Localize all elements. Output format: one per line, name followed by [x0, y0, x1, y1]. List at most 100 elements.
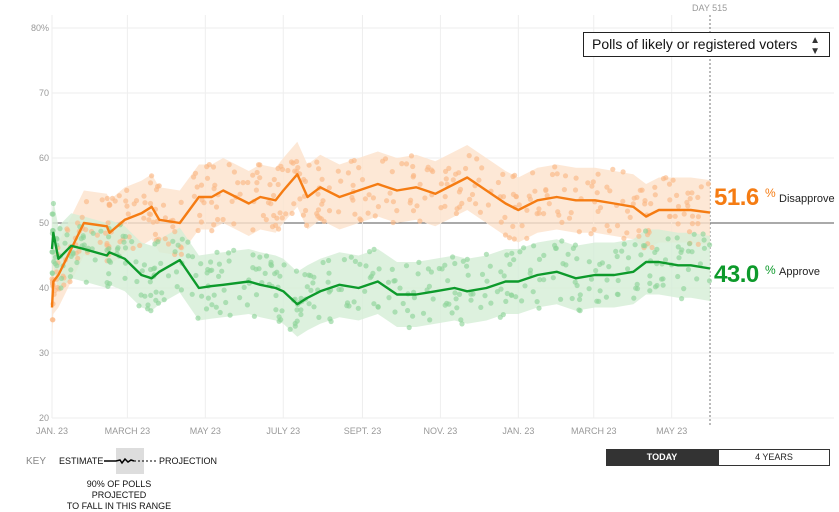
approve-poll-dot	[574, 282, 580, 289]
approve-poll-dot	[468, 297, 474, 303]
approve-poll-dot	[498, 286, 504, 292]
four-years-button[interactable]: 4 YEARS	[718, 449, 830, 466]
disapprove-poll-dot	[502, 232, 509, 238]
poll-type-select[interactable]: Polls of likely or registered voters ▲ ▼	[583, 32, 830, 57]
approve-poll-dot	[459, 321, 465, 327]
approve-poll-dot	[83, 279, 89, 285]
approve-poll-dot	[483, 251, 489, 257]
disapprove-poll-dot	[554, 171, 560, 177]
approve-poll-dot	[460, 258, 466, 264]
approve-poll-dot	[452, 290, 458, 296]
disapprove-poll-dot	[231, 221, 237, 227]
approve-poll-dot	[346, 303, 352, 309]
disapprove-poll-dot	[652, 184, 658, 190]
approve-poll-dot	[685, 266, 692, 273]
disapprove-poll-dot	[594, 190, 600, 196]
approve-poll-dot	[563, 262, 569, 268]
approve-poll-dot	[287, 326, 293, 332]
approve-poll-dot	[391, 278, 397, 284]
approve-poll-dot	[405, 307, 411, 314]
y-tick-label: 20	[39, 413, 49, 423]
x-tick-label: MAY 23	[656, 426, 687, 436]
approve-poll-dot	[415, 271, 421, 277]
approve-poll-dot	[114, 246, 120, 252]
approve-poll-dot	[596, 298, 602, 304]
approve-poll-dot	[521, 245, 527, 251]
disapprove-poll-dot	[116, 193, 122, 199]
disapprove-poll-dot	[306, 162, 312, 168]
approve-poll-dot	[660, 276, 666, 282]
disapprove-poll-dot	[345, 170, 351, 176]
approve-poll-dot	[679, 296, 685, 302]
approve-poll-dot	[172, 249, 178, 255]
approve-poll-dot	[679, 247, 685, 253]
poll-dots	[49, 153, 713, 332]
approve-poll-dot	[586, 259, 592, 265]
approve-poll-dot	[410, 313, 416, 319]
approve-poll-dot	[213, 304, 219, 310]
today-day-label: DAY 515	[692, 3, 728, 13]
approve-poll-dot	[652, 284, 659, 290]
disapprove-poll-dot	[642, 201, 648, 207]
approve-poll-dot	[484, 278, 490, 284]
disapprove-poll-dot	[285, 167, 291, 174]
disapprove-poll-dot	[561, 187, 568, 193]
disapprove-poll-dot	[210, 164, 217, 170]
disapprove-poll-dot	[387, 190, 393, 196]
approve-poll-dot	[478, 304, 484, 310]
disapprove-poll-dot	[275, 181, 281, 188]
disapprove-poll-dot	[170, 224, 176, 230]
disapprove-poll-dot	[589, 183, 595, 189]
disapprove-poll-dot	[695, 194, 701, 200]
approve-poll-dot	[498, 269, 504, 275]
disapprove-poll-dot	[453, 171, 459, 177]
disapprove-poll-dot	[300, 212, 306, 218]
disapprove-poll-dot	[675, 221, 681, 227]
approve-poll-dot	[426, 283, 432, 289]
approve-poll-dot	[507, 261, 513, 267]
approve-poll-dot	[133, 259, 139, 265]
y-tick-label: 50	[39, 218, 49, 228]
approve-poll-dot	[161, 297, 167, 303]
approve-poll-dot	[273, 292, 279, 299]
approve-poll-dot	[527, 267, 534, 273]
approve-poll-dot	[49, 211, 55, 217]
disapprove-poll-dot	[133, 198, 140, 204]
approve-poll-dot	[316, 314, 322, 320]
disapprove-poll-dot	[674, 192, 680, 198]
today-button[interactable]: TODAY	[606, 449, 718, 466]
disapprove-poll-dot	[211, 222, 217, 228]
disapprove-poll-dot	[639, 187, 645, 193]
disapprove-poll-dot	[473, 201, 479, 207]
approve-poll-dot	[536, 305, 542, 311]
approve-poll-dot	[642, 243, 648, 249]
approve-poll-dot	[625, 266, 631, 272]
disapprove-poll-dot	[358, 217, 364, 223]
approve-poll-dot	[145, 306, 151, 312]
disapprove-poll-dot	[453, 210, 459, 217]
approve-poll-dot	[250, 265, 256, 271]
approve-poll-dot	[304, 284, 310, 290]
approve-poll-dot	[129, 239, 135, 245]
approve-poll-dot	[537, 277, 543, 283]
disapprove-poll-dot	[268, 201, 274, 207]
approve-poll-dot	[464, 256, 470, 262]
approve-poll-dot	[257, 254, 263, 260]
approve-poll-dot	[208, 259, 214, 265]
disapprove-poll-dot	[652, 192, 658, 198]
disapprove-poll-dot	[541, 211, 547, 217]
approve-poll-dot	[148, 292, 154, 298]
disapprove-poll-dot	[125, 211, 131, 217]
disapprove-poll-dot	[260, 212, 266, 219]
disapprove-poll-dot	[410, 174, 416, 180]
approve-poll-dot	[141, 262, 147, 268]
disapprove-value: 51.6	[714, 184, 759, 211]
approve-poll-dot	[223, 299, 229, 306]
disapprove-poll-dot	[226, 162, 232, 168]
disapprove-poll-dot	[152, 231, 158, 237]
approve-poll-dot	[226, 250, 232, 256]
approve-poll-dot	[62, 240, 68, 246]
approve-poll-dot	[464, 263, 470, 269]
approve-poll-dot	[281, 262, 287, 268]
disapprove-poll-dot	[250, 172, 256, 178]
